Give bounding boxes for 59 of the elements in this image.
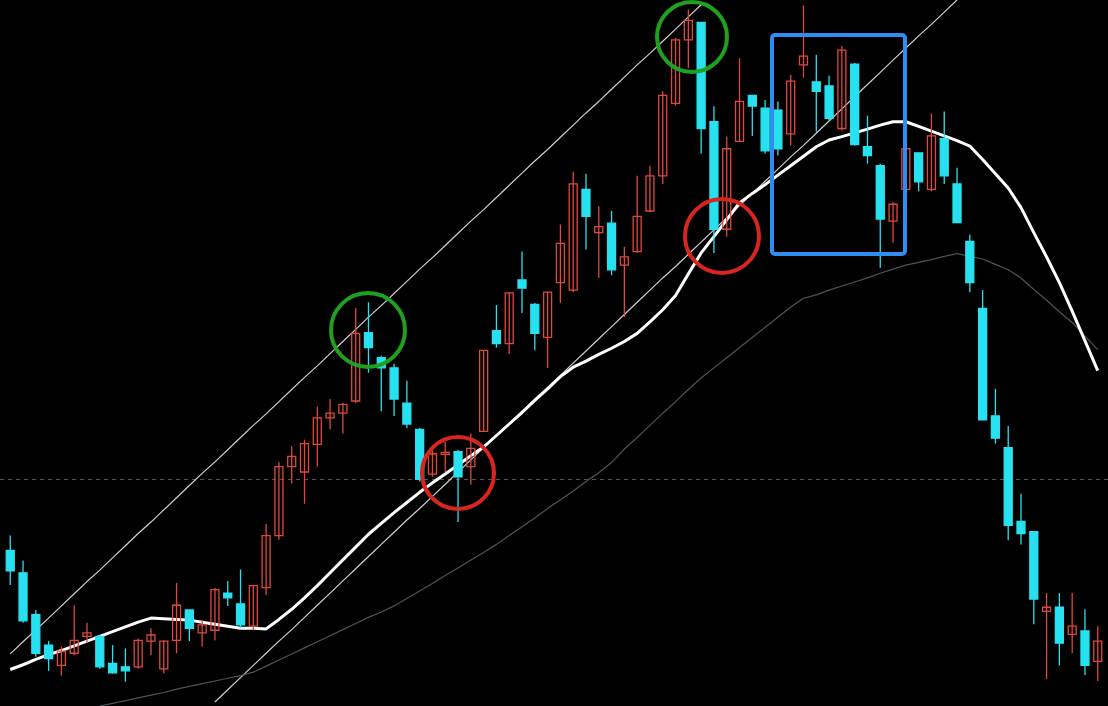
- candlestick: [568, 171, 578, 293]
- candlestick: [82, 622, 92, 644]
- candlestick: [555, 223, 566, 304]
- candlestick: [517, 250, 527, 314]
- candlestick: [261, 523, 271, 596]
- candlestick: [645, 165, 655, 213]
- candlestick: [107, 644, 118, 675]
- candlestick: [734, 57, 745, 142]
- candlestick: [619, 246, 630, 318]
- candlestick: [1067, 592, 1077, 654]
- candlestick: [888, 201, 898, 244]
- candlestick: [491, 304, 502, 349]
- candlestick: [184, 609, 195, 642]
- candlestick: [210, 587, 220, 642]
- candlestick: [325, 398, 335, 431]
- candlestick: [427, 449, 438, 478]
- candlestick: [248, 584, 258, 631]
- candlestick: [171, 582, 182, 654]
- candlestick: [43, 640, 54, 672]
- candlestick: [351, 307, 361, 404]
- candlestick: [478, 349, 489, 433]
- candlestick: [798, 4, 809, 79]
- candlestick: [542, 291, 553, 369]
- candlestick: [440, 440, 450, 473]
- candlestick: [287, 445, 297, 485]
- candlestick: [990, 388, 1001, 445]
- candlestick: [786, 74, 796, 147]
- candlestick: [837, 45, 847, 132]
- candlestick: [338, 402, 348, 435]
- candlestick: [159, 639, 169, 675]
- candlestick: [120, 647, 131, 683]
- candlestick: [811, 54, 821, 133]
- candlestick: [5, 534, 15, 586]
- candlestick: [312, 405, 322, 468]
- candlestick: [197, 619, 207, 648]
- candlestick: [862, 114, 873, 165]
- candlestick: [299, 438, 310, 505]
- candlestick: [69, 604, 79, 656]
- candlestick: [1041, 592, 1052, 680]
- candlestick: [56, 645, 67, 677]
- candlestick: [133, 637, 143, 670]
- candlestick: [722, 135, 732, 238]
- candlestick: [747, 94, 757, 137]
- candlestick: [223, 580, 233, 607]
- candlestick: [402, 380, 412, 429]
- candlestick: [594, 205, 604, 279]
- candlestick: [658, 90, 668, 185]
- candlestick: [632, 175, 642, 254]
- candlestick: [926, 112, 937, 193]
- candlestick: [504, 292, 514, 355]
- candlestick: [466, 432, 476, 486]
- candlestick: [1093, 625, 1103, 682]
- candlestick: [235, 568, 246, 629]
- candlestick: [1016, 493, 1026, 546]
- candlestick: [146, 627, 156, 656]
- candlestick: [363, 301, 374, 374]
- candlestick: [683, 8, 693, 69]
- candlestick: [274, 461, 284, 541]
- candlestick: [670, 37, 681, 107]
